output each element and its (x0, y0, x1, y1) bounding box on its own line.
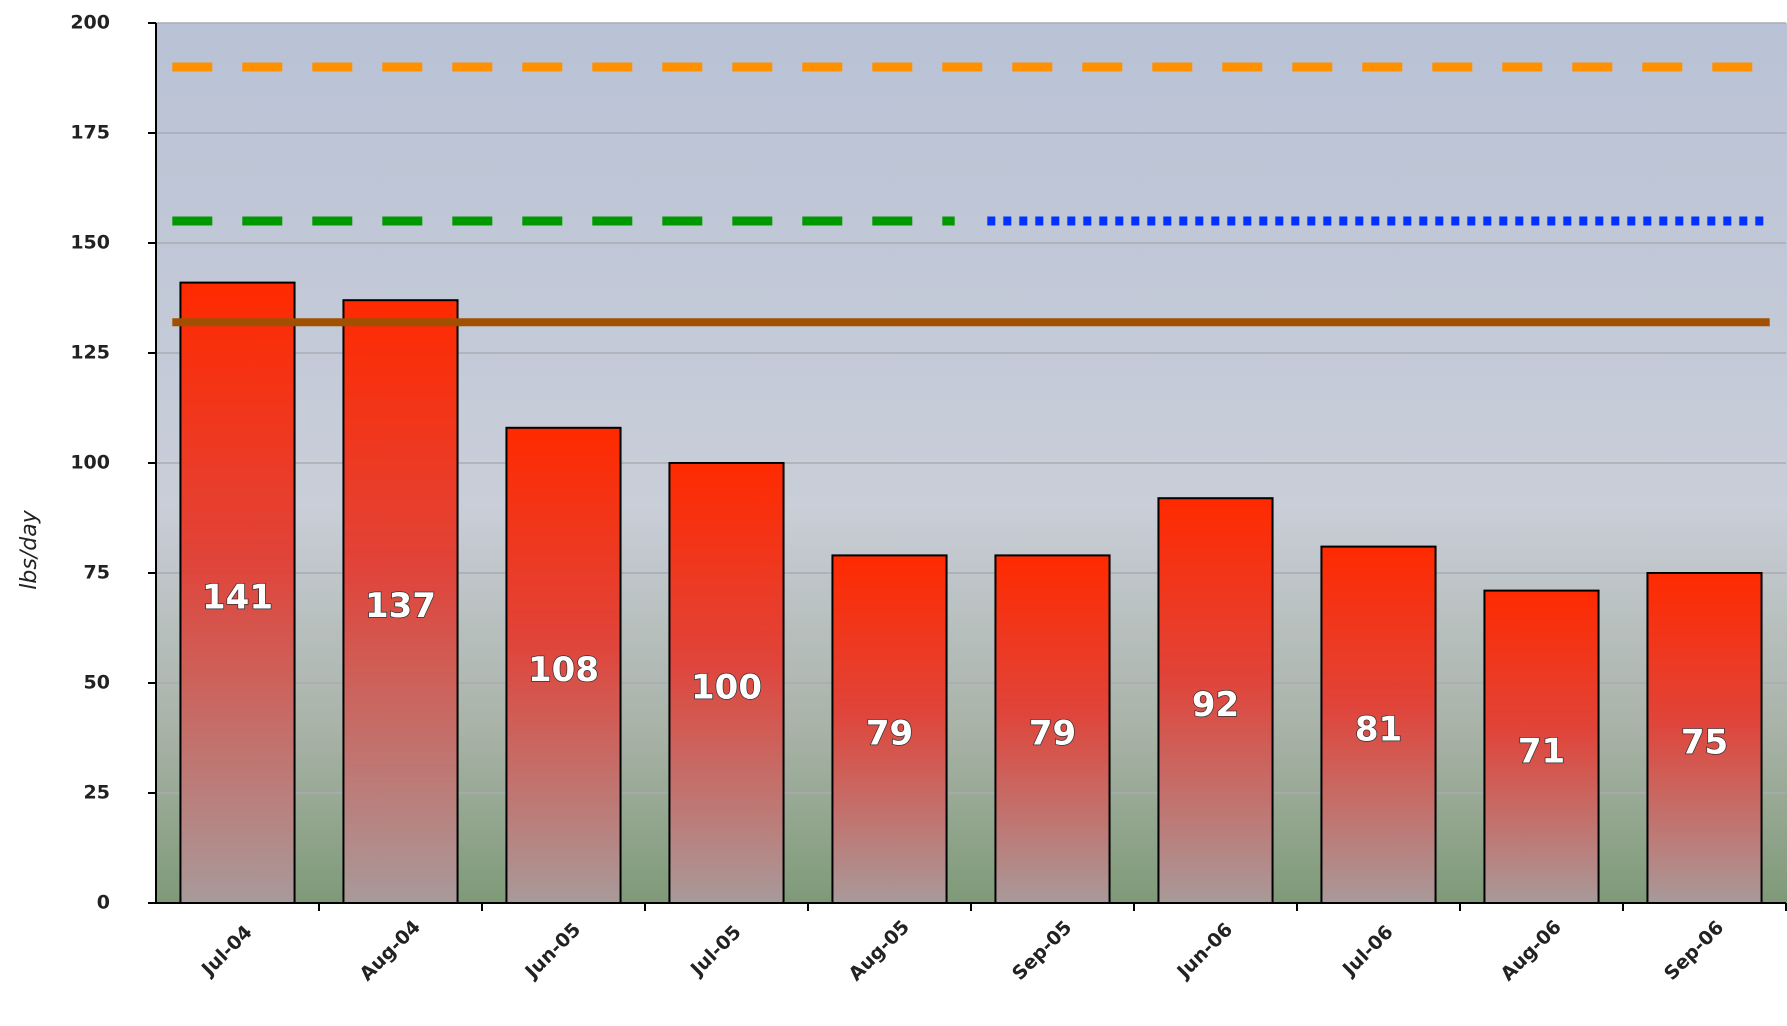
y-tick-label: 0 (97, 892, 110, 914)
x-tick-label: Aug-06 (1496, 916, 1565, 985)
value-label: 79 (1029, 714, 1076, 754)
x-tick-label: Aug-04 (355, 916, 424, 985)
value-label: 100 (691, 668, 762, 708)
y-tick-label: 100 (70, 452, 110, 474)
x-tick-label: Jun-06 (1172, 919, 1237, 984)
y-tick-label: 25 (84, 782, 110, 804)
value-label: 71 (1518, 731, 1565, 771)
value-label: 108 (528, 650, 599, 690)
y-tick-label: 175 (70, 122, 110, 144)
x-tick-label: Jul-06 (1337, 921, 1397, 981)
bar (1320, 545, 1437, 904)
y-tick-label: 75 (84, 562, 110, 584)
bar (342, 299, 459, 904)
bar (505, 426, 622, 904)
x-tick-label: Sep-06 (1660, 917, 1728, 985)
bar (1483, 589, 1600, 904)
value-label: 92 (1192, 685, 1239, 725)
bar (831, 554, 948, 905)
y-axis-title: lbs/day (17, 509, 42, 589)
x-tick-label: Jun-05 (520, 919, 585, 984)
y-tick-label: 50 (84, 672, 110, 694)
x-tick-label: Sep-05 (1008, 917, 1076, 985)
x-tick-label: Jul-04 (196, 921, 256, 981)
value-label: 137 (365, 586, 436, 626)
bar (179, 281, 296, 905)
x-tick-label: Aug-05 (844, 916, 913, 985)
bar (1646, 572, 1763, 904)
value-label: 79 (866, 714, 913, 754)
y-tick-label: 150 (70, 232, 110, 254)
bar (668, 462, 785, 904)
value-label: 75 (1681, 723, 1728, 763)
y-tick-label: 125 (70, 342, 110, 364)
y-tick-label: 200 (70, 12, 110, 34)
bar (994, 554, 1111, 905)
value-label: 141 (202, 577, 273, 617)
bar (1157, 497, 1274, 904)
value-label: 81 (1355, 709, 1402, 749)
x-tick-label: Jul-05 (685, 921, 745, 981)
